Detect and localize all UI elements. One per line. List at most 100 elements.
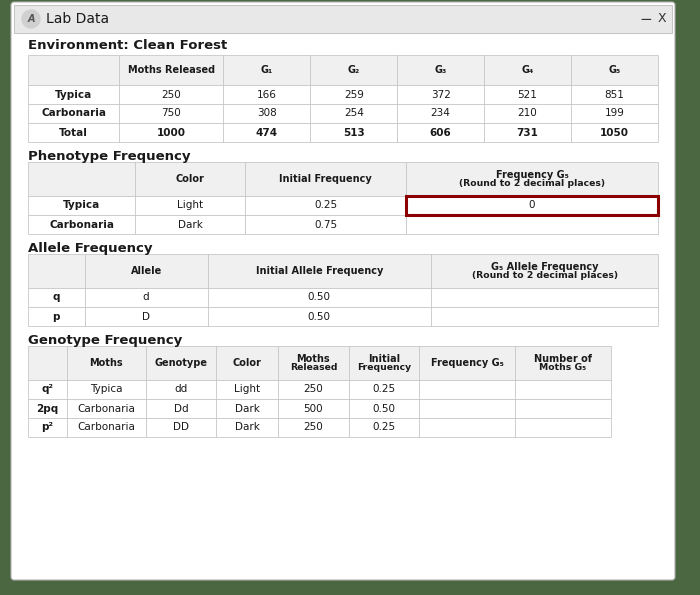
- Bar: [135, 196, 246, 215]
- Bar: [216, 399, 278, 418]
- Bar: [571, 55, 658, 85]
- Bar: [310, 85, 397, 104]
- Text: G₄: G₄: [522, 65, 533, 75]
- Text: 513: 513: [343, 127, 365, 137]
- Bar: [85, 307, 208, 326]
- Text: 731: 731: [517, 127, 538, 137]
- Text: 0.50: 0.50: [308, 312, 331, 321]
- Text: Allele: Allele: [130, 266, 162, 276]
- Text: 0.25: 0.25: [372, 384, 396, 394]
- Bar: [349, 346, 419, 380]
- Bar: [67, 399, 146, 418]
- Text: Frequency G₅: Frequency G₅: [496, 170, 568, 180]
- Bar: [208, 288, 431, 307]
- Text: 372: 372: [430, 89, 451, 99]
- Bar: [278, 399, 349, 418]
- Bar: [431, 254, 658, 288]
- Text: Typica: Typica: [55, 89, 92, 99]
- Bar: [515, 418, 610, 437]
- Text: Allele Frequency: Allele Frequency: [28, 242, 153, 255]
- Bar: [85, 254, 208, 288]
- Text: Initial Frequency: Initial Frequency: [279, 174, 372, 184]
- Text: 210: 210: [518, 108, 538, 118]
- Text: 0.50: 0.50: [308, 293, 331, 302]
- Bar: [67, 418, 146, 437]
- Bar: [246, 215, 406, 234]
- Text: Carbonaria: Carbonaria: [78, 403, 135, 414]
- Bar: [672, 0, 700, 595]
- Text: Initial Allele Frequency: Initial Allele Frequency: [256, 266, 383, 276]
- Bar: [28, 85, 119, 104]
- Text: 0: 0: [528, 201, 536, 211]
- Bar: [67, 380, 146, 399]
- Text: Environment: Clean Forest: Environment: Clean Forest: [28, 39, 228, 52]
- Bar: [349, 380, 419, 399]
- Text: p: p: [52, 312, 60, 321]
- Bar: [397, 55, 484, 85]
- Bar: [278, 418, 349, 437]
- Bar: [278, 380, 349, 399]
- Bar: [406, 162, 658, 196]
- Text: 0.25: 0.25: [372, 422, 396, 433]
- Bar: [431, 288, 658, 307]
- Bar: [216, 346, 278, 380]
- Text: Moths: Moths: [297, 353, 330, 364]
- Text: Released: Released: [290, 363, 337, 372]
- Text: 254: 254: [344, 108, 363, 118]
- Bar: [246, 196, 406, 215]
- Bar: [28, 380, 67, 399]
- Text: q: q: [52, 293, 60, 302]
- Text: DD: DD: [173, 422, 189, 433]
- Bar: [419, 380, 515, 399]
- Bar: [0, 0, 700, 18]
- Text: Carbonaria: Carbonaria: [78, 422, 135, 433]
- Bar: [28, 307, 85, 326]
- Bar: [397, 85, 484, 104]
- Text: −: −: [640, 11, 652, 27]
- Bar: [406, 215, 658, 234]
- Bar: [223, 104, 310, 123]
- Text: 474: 474: [256, 127, 278, 137]
- Bar: [208, 254, 431, 288]
- Bar: [310, 104, 397, 123]
- Text: (Round to 2 decimal places): (Round to 2 decimal places): [472, 271, 617, 280]
- Text: Moths: Moths: [90, 358, 123, 368]
- Text: Dark: Dark: [178, 220, 203, 230]
- Bar: [246, 162, 406, 196]
- Text: Carbonaria: Carbonaria: [41, 108, 106, 118]
- Text: Total: Total: [60, 127, 88, 137]
- Text: Light: Light: [234, 384, 260, 394]
- Bar: [406, 196, 658, 215]
- FancyBboxPatch shape: [11, 2, 675, 580]
- Bar: [119, 55, 223, 85]
- Bar: [208, 307, 431, 326]
- Text: Carbonaria: Carbonaria: [49, 220, 114, 230]
- Bar: [310, 55, 397, 85]
- Bar: [419, 418, 515, 437]
- Bar: [515, 346, 610, 380]
- Bar: [515, 380, 610, 399]
- Bar: [571, 85, 658, 104]
- Text: Dd: Dd: [174, 403, 188, 414]
- Text: 250: 250: [162, 89, 181, 99]
- Text: d: d: [143, 293, 149, 302]
- Bar: [0, 0, 14, 595]
- Bar: [28, 196, 135, 215]
- Bar: [419, 399, 515, 418]
- Text: 606: 606: [430, 127, 452, 137]
- Text: Moths G₅: Moths G₅: [539, 363, 587, 372]
- Text: Genotype Frequency: Genotype Frequency: [28, 334, 182, 347]
- Text: Moths Released: Moths Released: [128, 65, 215, 75]
- Text: 250: 250: [304, 422, 323, 433]
- Bar: [28, 288, 85, 307]
- Text: 1050: 1050: [600, 127, 629, 137]
- Bar: [28, 215, 135, 234]
- Bar: [397, 104, 484, 123]
- Text: G₁: G₁: [260, 65, 273, 75]
- Bar: [349, 399, 419, 418]
- Bar: [571, 104, 658, 123]
- Text: 500: 500: [304, 403, 323, 414]
- Bar: [571, 123, 658, 142]
- Text: G₅ Allele Frequency: G₅ Allele Frequency: [491, 261, 598, 271]
- Bar: [28, 55, 119, 85]
